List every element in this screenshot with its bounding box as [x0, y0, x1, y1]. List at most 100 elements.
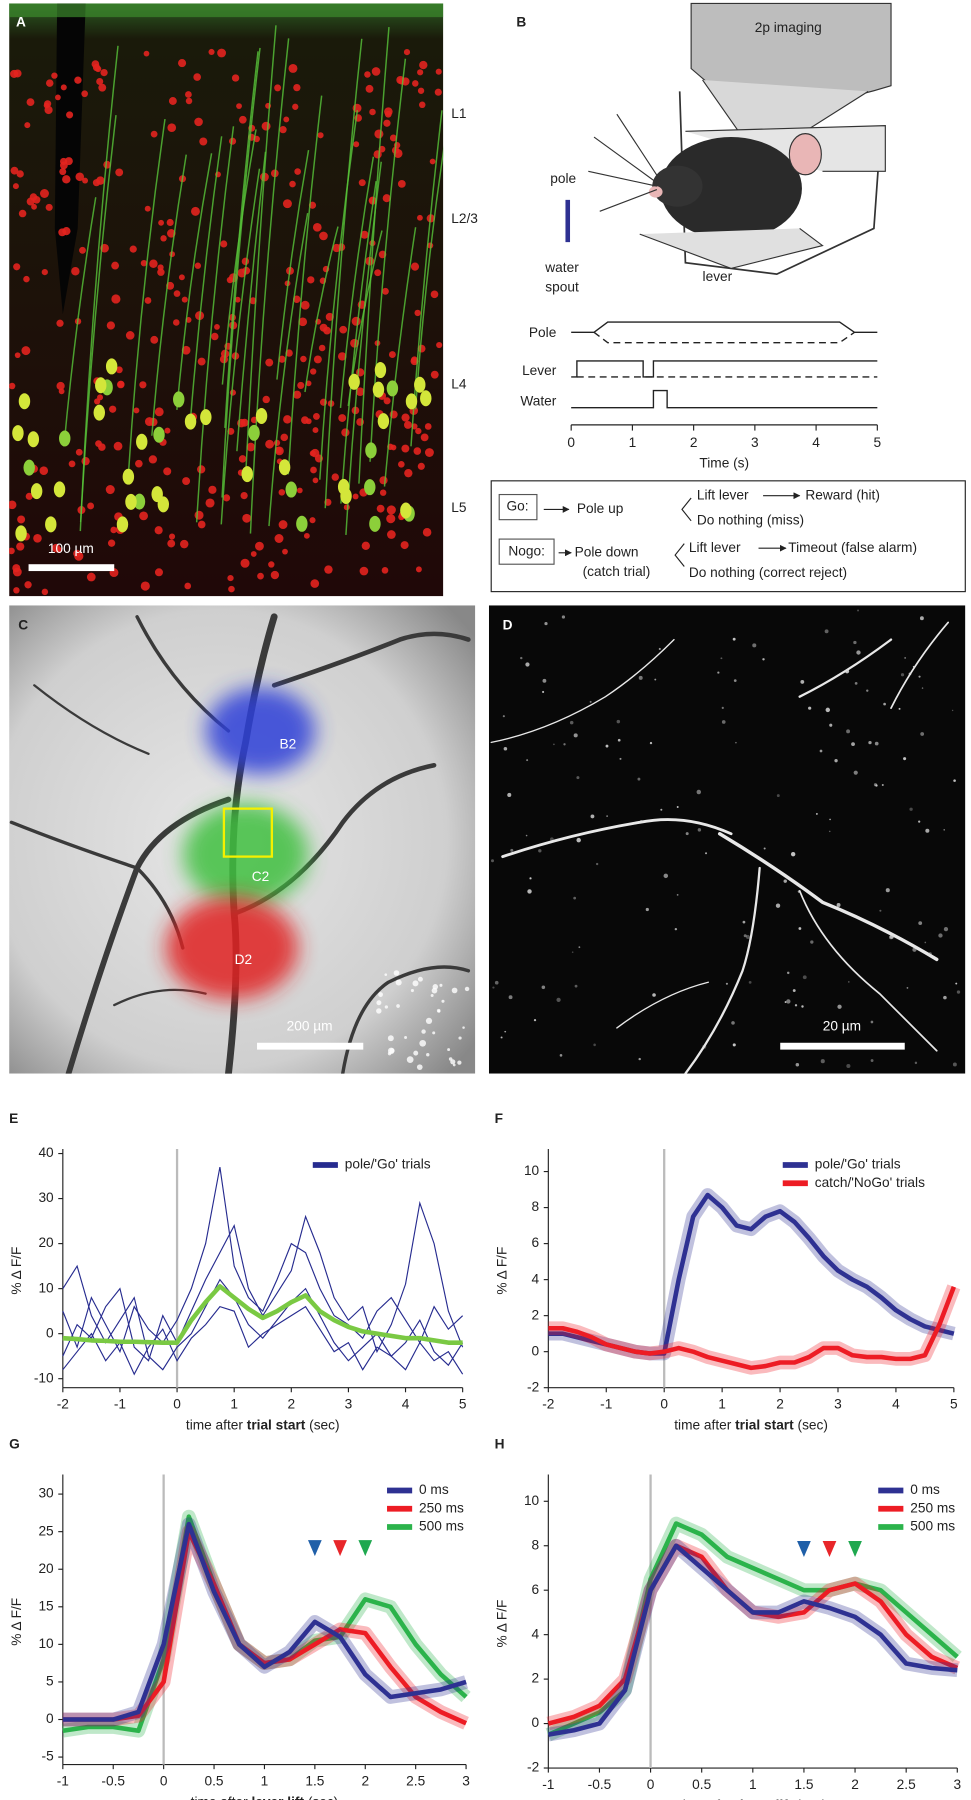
x-tick-label: 3	[345, 1396, 353, 1411]
event-marker	[822, 1541, 837, 1558]
cell	[417, 69, 424, 76]
cell	[74, 551, 84, 561]
panel-label: D	[503, 618, 513, 633]
mean-line	[548, 1286, 956, 1371]
y-tick-label: 4	[532, 1271, 540, 1286]
bouton	[637, 777, 641, 781]
cell	[222, 494, 231, 502]
cell	[381, 567, 389, 574]
cell	[401, 444, 410, 453]
cell	[282, 548, 288, 555]
apical-dendrite	[324, 38, 363, 509]
x-tick-label: 1	[749, 1777, 757, 1792]
layer-label: L1	[451, 106, 466, 121]
dendrite	[490, 638, 675, 744]
cell	[280, 433, 289, 442]
go-outcome: Reward (hit)	[805, 487, 880, 502]
cell	[430, 290, 439, 299]
l5-neuron	[18, 393, 31, 410]
bouton	[538, 849, 542, 853]
apical-dendrite	[151, 154, 187, 436]
timing-tick-label: 1	[629, 435, 637, 450]
apical-dendrite	[63, 197, 97, 447]
bouton	[492, 986, 495, 989]
l5-neuron	[278, 459, 291, 476]
bouton	[906, 987, 909, 989]
cell	[167, 539, 176, 548]
bouton	[731, 1021, 735, 1025]
cell	[300, 355, 307, 363]
y-tick-label: -10	[34, 1370, 54, 1385]
timing-tick-label: 2	[690, 435, 698, 450]
speckle	[404, 1036, 408, 1039]
go-stimulus: Pole up	[577, 501, 624, 516]
error-band	[548, 1188, 956, 1361]
speckle	[410, 988, 414, 993]
speckle	[406, 1056, 414, 1064]
cell	[194, 117, 203, 127]
apical-dendrite	[339, 156, 375, 409]
cell	[31, 203, 37, 210]
x-tick-label: 1	[718, 1396, 726, 1411]
barrel-d2	[165, 896, 299, 1000]
cell	[150, 335, 159, 344]
y-tick-label: 0	[46, 1711, 54, 1726]
bouton	[559, 1054, 563, 1057]
cell	[180, 539, 189, 549]
scale-bar-label: 200 µm	[287, 1018, 333, 1033]
x-tick-label: 1	[230, 1396, 238, 1411]
bouton	[802, 975, 807, 980]
apical-dendrite	[383, 227, 417, 487]
cell	[117, 380, 125, 388]
cell	[172, 319, 180, 326]
cell	[359, 566, 369, 576]
cell	[87, 502, 95, 510]
cell	[374, 129, 384, 139]
bouton	[868, 741, 872, 745]
bouton	[783, 879, 787, 883]
cell	[435, 68, 442, 75]
x-tick-label: -0.5	[101, 1773, 125, 1788]
bouton	[527, 889, 532, 894]
apical-dendrite	[304, 226, 339, 393]
speckle	[432, 984, 439, 990]
cell	[75, 172, 85, 182]
bouton	[569, 720, 574, 725]
cell	[9, 547, 15, 555]
cell	[115, 366, 123, 374]
bouton	[815, 812, 818, 815]
y-tick-label: 25	[38, 1523, 54, 1538]
l5-neuron	[53, 481, 66, 498]
y-tick-label: 0	[532, 1715, 540, 1730]
bouton	[732, 1043, 736, 1047]
y-tick-label: 40	[38, 1145, 54, 1160]
bouton	[503, 747, 508, 751]
x-axis-label-part: (sec)	[794, 1417, 828, 1432]
cell	[185, 97, 193, 105]
cell	[154, 526, 163, 535]
timing-row-label: Pole	[529, 325, 556, 340]
cell	[98, 83, 107, 92]
bouton	[857, 609, 859, 612]
x-tick-label: 0.5	[692, 1777, 711, 1792]
y-tick-label: 20	[38, 1561, 54, 1576]
apical-dendrite	[249, 38, 290, 534]
bouton	[904, 657, 906, 659]
cell	[318, 344, 326, 352]
cell	[217, 48, 226, 58]
bouton	[525, 834, 528, 837]
bouton	[879, 909, 882, 912]
speckle	[396, 1004, 400, 1008]
bouton	[652, 993, 656, 997]
cell	[312, 223, 322, 232]
y-tick-label: 4	[532, 1626, 540, 1641]
bouton	[752, 643, 757, 648]
bouton	[705, 852, 708, 855]
speckle	[378, 992, 383, 997]
apical-dendrite	[358, 27, 390, 484]
l5-neuron	[105, 358, 118, 375]
cell	[228, 585, 235, 593]
cell	[59, 168, 67, 176]
